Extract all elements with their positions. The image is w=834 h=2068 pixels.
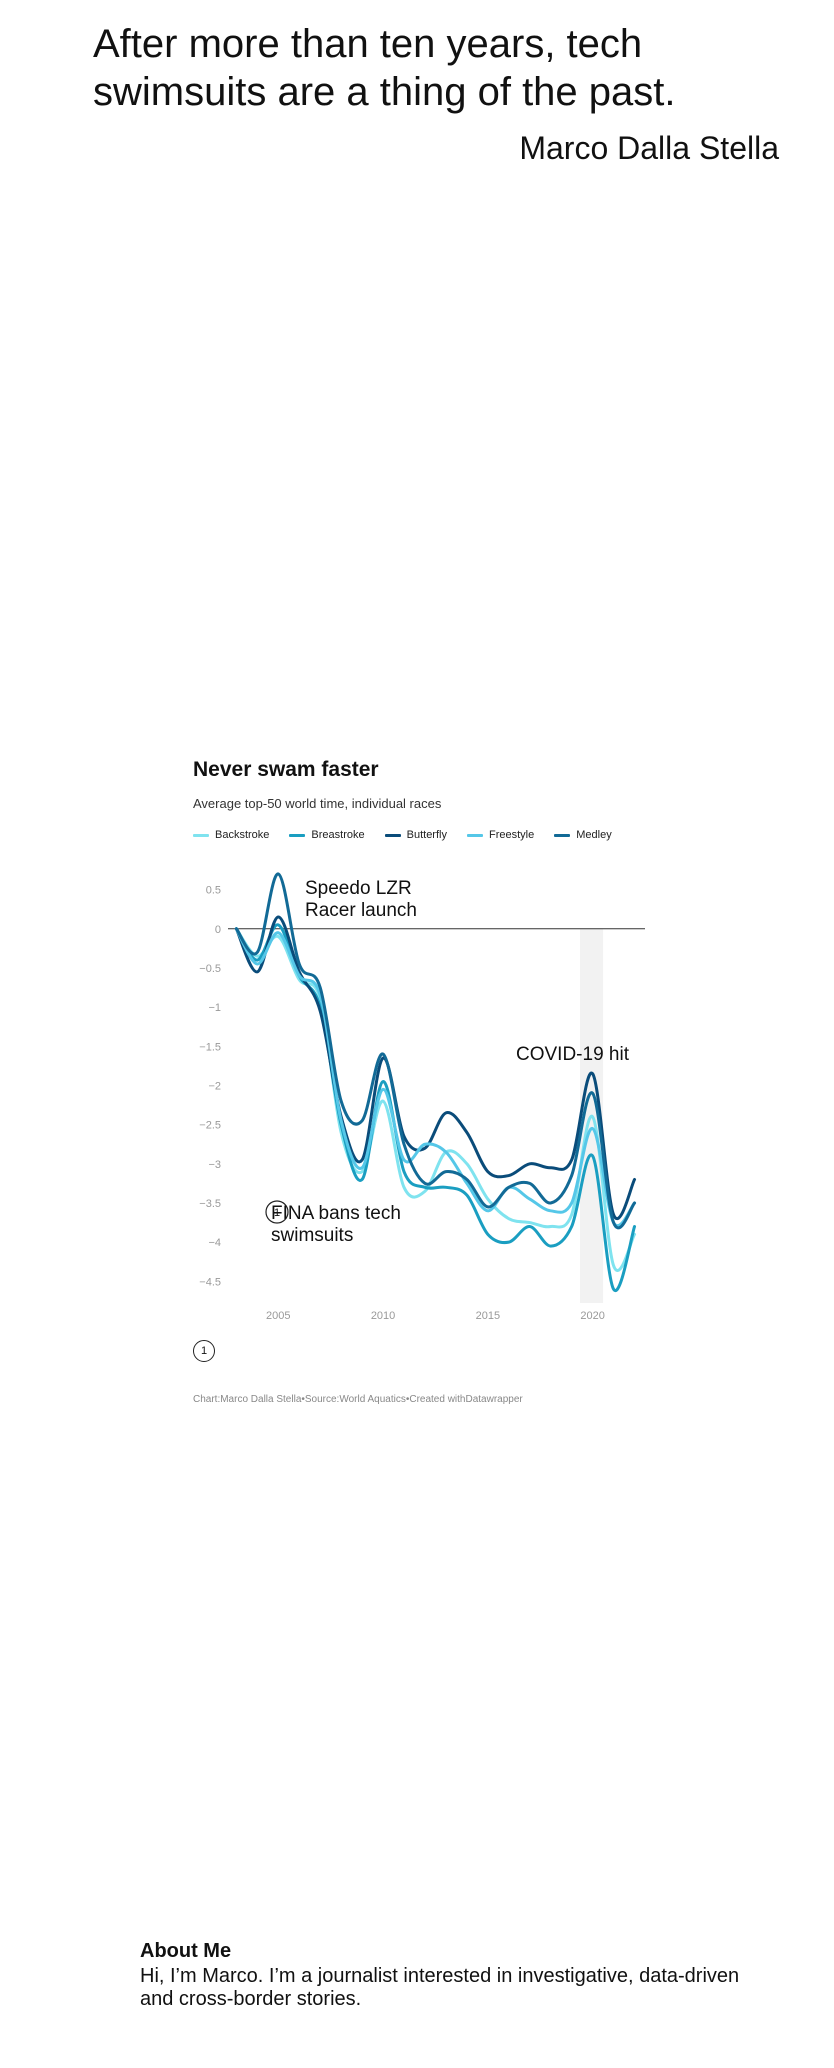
about-text: Hi, I’m Marco. I’m a journalist interest… [140, 1965, 740, 2010]
y-tick-label: −4 [208, 1237, 221, 1249]
x-tick-label: 2010 [371, 1310, 395, 1322]
y-tick-label: −0.5 [199, 963, 221, 975]
chart-header: Never swam faster Average top-50 world t… [193, 758, 653, 841]
y-tick-label: −2.5 [199, 1120, 221, 1132]
y-tick-label: −3.5 [199, 1198, 221, 1210]
annotation-lzr: Speedo LZR Racer launch [305, 878, 417, 921]
legend-swatch [289, 833, 306, 837]
legend-label: Breastroke [311, 829, 365, 841]
annotation-fina: FINA bans tech swimsuits [271, 1203, 401, 1246]
y-tick-label: 0.5 [206, 885, 221, 897]
byline: Marco Dalla Stella [519, 130, 779, 166]
y-tick-label: 0 [215, 924, 221, 936]
legend-label: Backstroke [215, 829, 270, 841]
legend-item: Butterfly [384, 829, 447, 841]
chart-legend: Backstroke Breastroke Butterfly Freestyle Me… [193, 829, 653, 841]
line-chart: 0.5 0 −0.5 −1 −1.5 −2 −2.5 −3 −3.5 −4 −4.5 2005 2010… [199, 872, 645, 1322]
x-tick-label: 2020 [580, 1310, 604, 1322]
series-line-medley [234, 872, 637, 1230]
about-title: About Me [140, 1940, 232, 1962]
legend-item: Backstroke [193, 829, 269, 841]
x-tick-label: 2005 [266, 1310, 290, 1322]
annotation-marker-circle [265, 1200, 289, 1224]
chart-title: Never swam faster [193, 758, 379, 781]
chart-subtitle: Average top-50 world time, individual ra… [193, 796, 442, 811]
about-section: About Me Hi, I’m Marco. I’m a journalist… [140, 1940, 740, 2011]
x-tick-label: 2015 [476, 1310, 500, 1322]
legend-item: Breastroke [289, 829, 365, 841]
legend-label: Freestyle [488, 829, 535, 841]
footnote-marker: 1 [193, 1340, 215, 1362]
series-line-freestyle [234, 927, 637, 1227]
legend-swatch [554, 833, 571, 837]
y-tick-label: −1.5 [199, 1041, 221, 1053]
legend-swatch [466, 833, 483, 837]
headline: After more than ten years, tech swimsuit… [93, 22, 676, 114]
chart-credits: Chart:Marco Dalla Stella•Source:World Aq… [193, 1394, 523, 1405]
legend-item: Medley [554, 829, 612, 841]
y-tick-label: −2 [208, 1080, 221, 1092]
legend-swatch [384, 833, 401, 837]
y-tick-label: −3 [208, 1159, 221, 1171]
y-tick-label: −4.5 [199, 1276, 221, 1288]
legend-label: Medley [576, 829, 612, 841]
legend-label: Butterfly [406, 829, 447, 841]
annotation-covid: COVID-19 hit [516, 1044, 630, 1065]
annotation-marker-label: 1 [274, 1207, 280, 1219]
legend-swatch [193, 833, 209, 837]
series-line-butterfly [234, 915, 637, 1220]
y-tick-label: −1 [208, 1002, 221, 1014]
legend-item: Freestyle [466, 829, 535, 841]
